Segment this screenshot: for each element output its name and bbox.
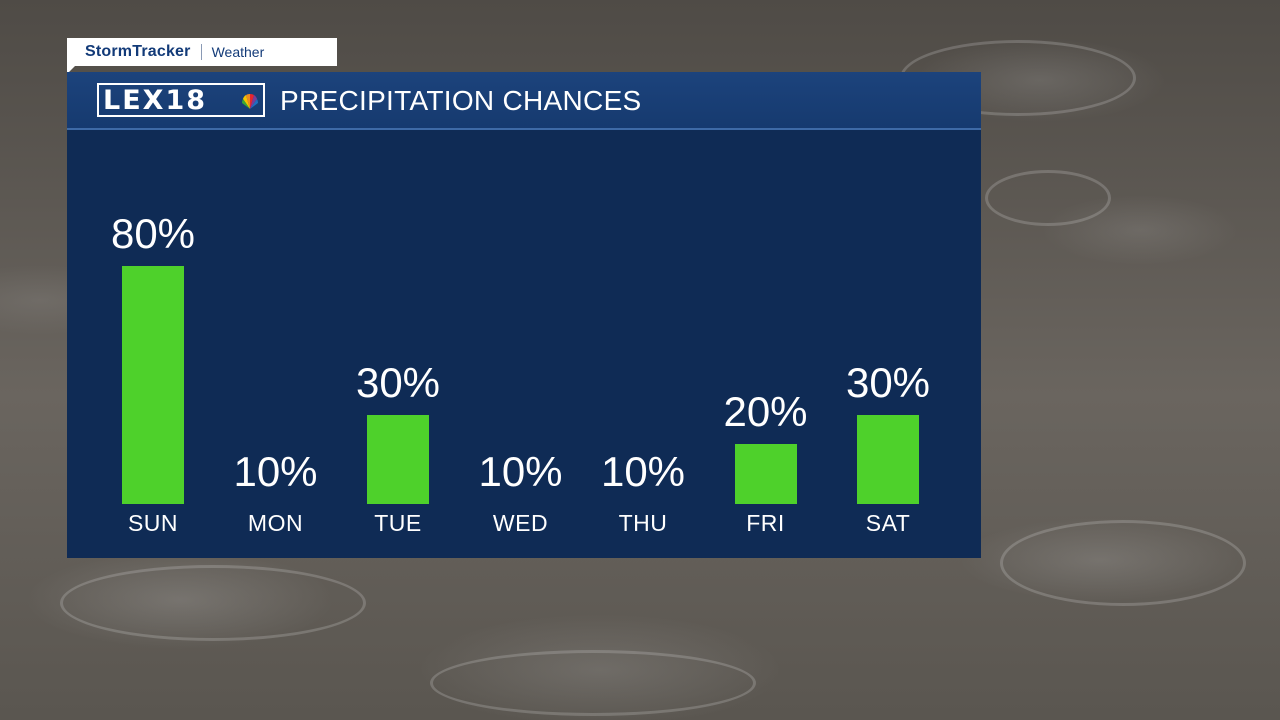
brand-name: StormTracker [85,43,191,60]
brand-subtitle: Weather [211,44,265,60]
bar-sat [857,414,919,504]
peacock-icon [241,93,259,109]
value-label-sun: 80% [110,209,196,257]
value-label-mon: 10% [233,448,318,495]
tag-notch [67,66,75,74]
chart-title: PRECIPITATION CHANCES [280,85,642,116]
day-label-thu: THU [618,510,668,536]
bar-sun [122,265,184,504]
day-label-sun: SUN [127,510,179,536]
brand-divider [200,44,202,60]
day-label-mon: MON [247,510,304,536]
stormtracker-brand-tag: StormTracker Weather [67,38,337,74]
value-label-sat: 30% [845,358,931,406]
ripple-decoration [430,650,756,716]
ripple-decoration [1000,520,1246,606]
ripple-decoration [985,170,1111,226]
value-label-wed: 10% [478,448,563,495]
day-label-tue: TUE [374,510,422,536]
forecast-panel: LEX18 PRECIPITATION CHANCES 80% SUN 10% MON… [67,72,981,558]
value-label-fri: 20% [723,388,808,436]
bar-tue [367,414,429,504]
panel-header: LEX18 PRECIPITATION CHANCES [67,72,981,130]
station-logo-text: LEX18 [103,84,208,116]
value-label-tue: 30% [355,358,441,406]
day-label-sat: SAT [865,510,911,536]
station-logo: LEX18 [97,83,265,117]
value-label-thu: 10% [600,448,686,495]
day-label-fri: FRI [746,510,785,536]
bar-fri [734,444,797,504]
day-label-wed: WED [492,510,549,536]
ripple-decoration [60,565,366,641]
